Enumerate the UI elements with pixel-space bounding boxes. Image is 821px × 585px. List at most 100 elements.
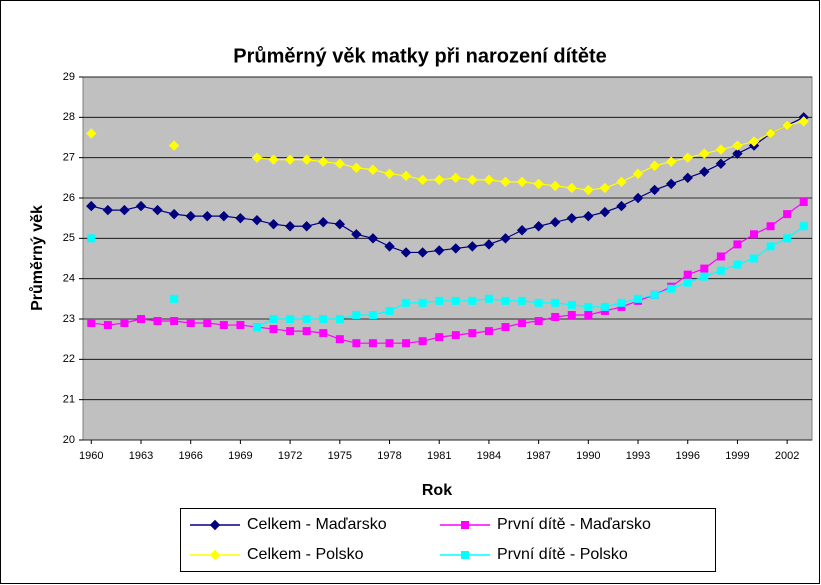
data-point (269, 325, 278, 334)
x-tick-label: 1987 (526, 450, 550, 462)
data-point (733, 260, 742, 269)
series-line (256, 225, 805, 328)
data-point (301, 221, 312, 232)
data-point (367, 233, 379, 244)
data-point (584, 310, 593, 319)
data-point (516, 225, 528, 236)
data-point (136, 315, 145, 323)
y-tick-label: 28 (63, 111, 75, 123)
data-point (268, 219, 279, 230)
data-point (699, 166, 710, 177)
data-point (533, 178, 544, 190)
data-point (400, 247, 412, 258)
data-point (549, 216, 561, 228)
data-point (700, 264, 709, 273)
data-point (468, 329, 477, 338)
data-point (732, 140, 743, 151)
data-point (87, 319, 96, 328)
data-point (715, 158, 727, 169)
data-point (451, 296, 460, 305)
data-point (368, 339, 377, 348)
data-point (335, 315, 344, 323)
data-point (417, 247, 428, 258)
data-point (518, 319, 527, 328)
x-tick-label: 1993 (626, 450, 650, 462)
data-point (418, 337, 427, 346)
data-point (483, 174, 495, 186)
data-point (302, 315, 311, 323)
data-point (86, 200, 97, 212)
data-point (236, 321, 245, 330)
data-point (185, 210, 196, 222)
data-point (783, 234, 792, 243)
legend-marker (461, 551, 469, 559)
data-point (286, 315, 295, 323)
y-tick-label: 21 (63, 394, 75, 406)
data-point (599, 182, 611, 194)
data-point (716, 252, 725, 261)
data-point (367, 164, 379, 175)
y-tick-label: 24 (63, 273, 75, 285)
y-tick-label: 22 (63, 353, 75, 365)
data-point (467, 174, 478, 186)
data-point (617, 298, 626, 307)
data-point (551, 312, 560, 321)
x-tick-label: 1963 (129, 450, 153, 462)
data-point (700, 272, 709, 281)
data-point (170, 317, 179, 326)
y-tick-label: 29 (63, 71, 75, 83)
series-line (256, 120, 804, 191)
data-point (435, 296, 444, 305)
data-point (451, 331, 460, 340)
x-tick-label: 1984 (477, 450, 501, 462)
x-tick-label: 1990 (576, 450, 600, 462)
data-point (319, 329, 328, 338)
data-point (783, 210, 792, 219)
data-point (665, 178, 677, 190)
data-point (284, 221, 296, 232)
x-tick-label: 1999 (725, 450, 749, 462)
data-point (153, 317, 162, 326)
data-point (616, 200, 627, 212)
x-tick-label: 1966 (178, 450, 202, 462)
data-point (584, 302, 593, 311)
x-tick-label: 1981 (427, 450, 451, 462)
data-point (649, 184, 660, 196)
legend-label: První dítě - Polsko (497, 546, 628, 563)
data-point (715, 144, 727, 155)
data-point (418, 298, 427, 307)
data-point (500, 176, 511, 188)
data-point (649, 160, 660, 171)
legend-label: Celkem - Polsko (247, 546, 364, 563)
data-point (716, 266, 725, 275)
data-point (733, 240, 742, 249)
data-point (284, 154, 296, 165)
data-point (501, 323, 510, 332)
data-point (203, 319, 212, 328)
data-point (400, 170, 412, 182)
data-point (168, 140, 180, 151)
data-point (750, 230, 759, 239)
data-point (534, 317, 543, 326)
data-point (251, 152, 263, 163)
data-point (434, 174, 445, 186)
data-point (600, 302, 609, 311)
chart-title: Průměrný věk matky při narození dítěte (233, 45, 606, 67)
data-point (186, 319, 195, 328)
data-point (417, 174, 428, 186)
legend (180, 508, 716, 572)
data-point (567, 310, 576, 319)
data-point (334, 158, 346, 169)
data-point (450, 172, 461, 184)
data-point (269, 315, 278, 323)
data-point (301, 154, 312, 165)
data-point (599, 206, 611, 218)
data-point (766, 242, 775, 251)
data-point (799, 198, 808, 207)
data-point (500, 233, 511, 244)
data-point (766, 222, 775, 231)
data-point (665, 156, 677, 167)
data-point (251, 214, 263, 226)
data-point (435, 333, 444, 342)
